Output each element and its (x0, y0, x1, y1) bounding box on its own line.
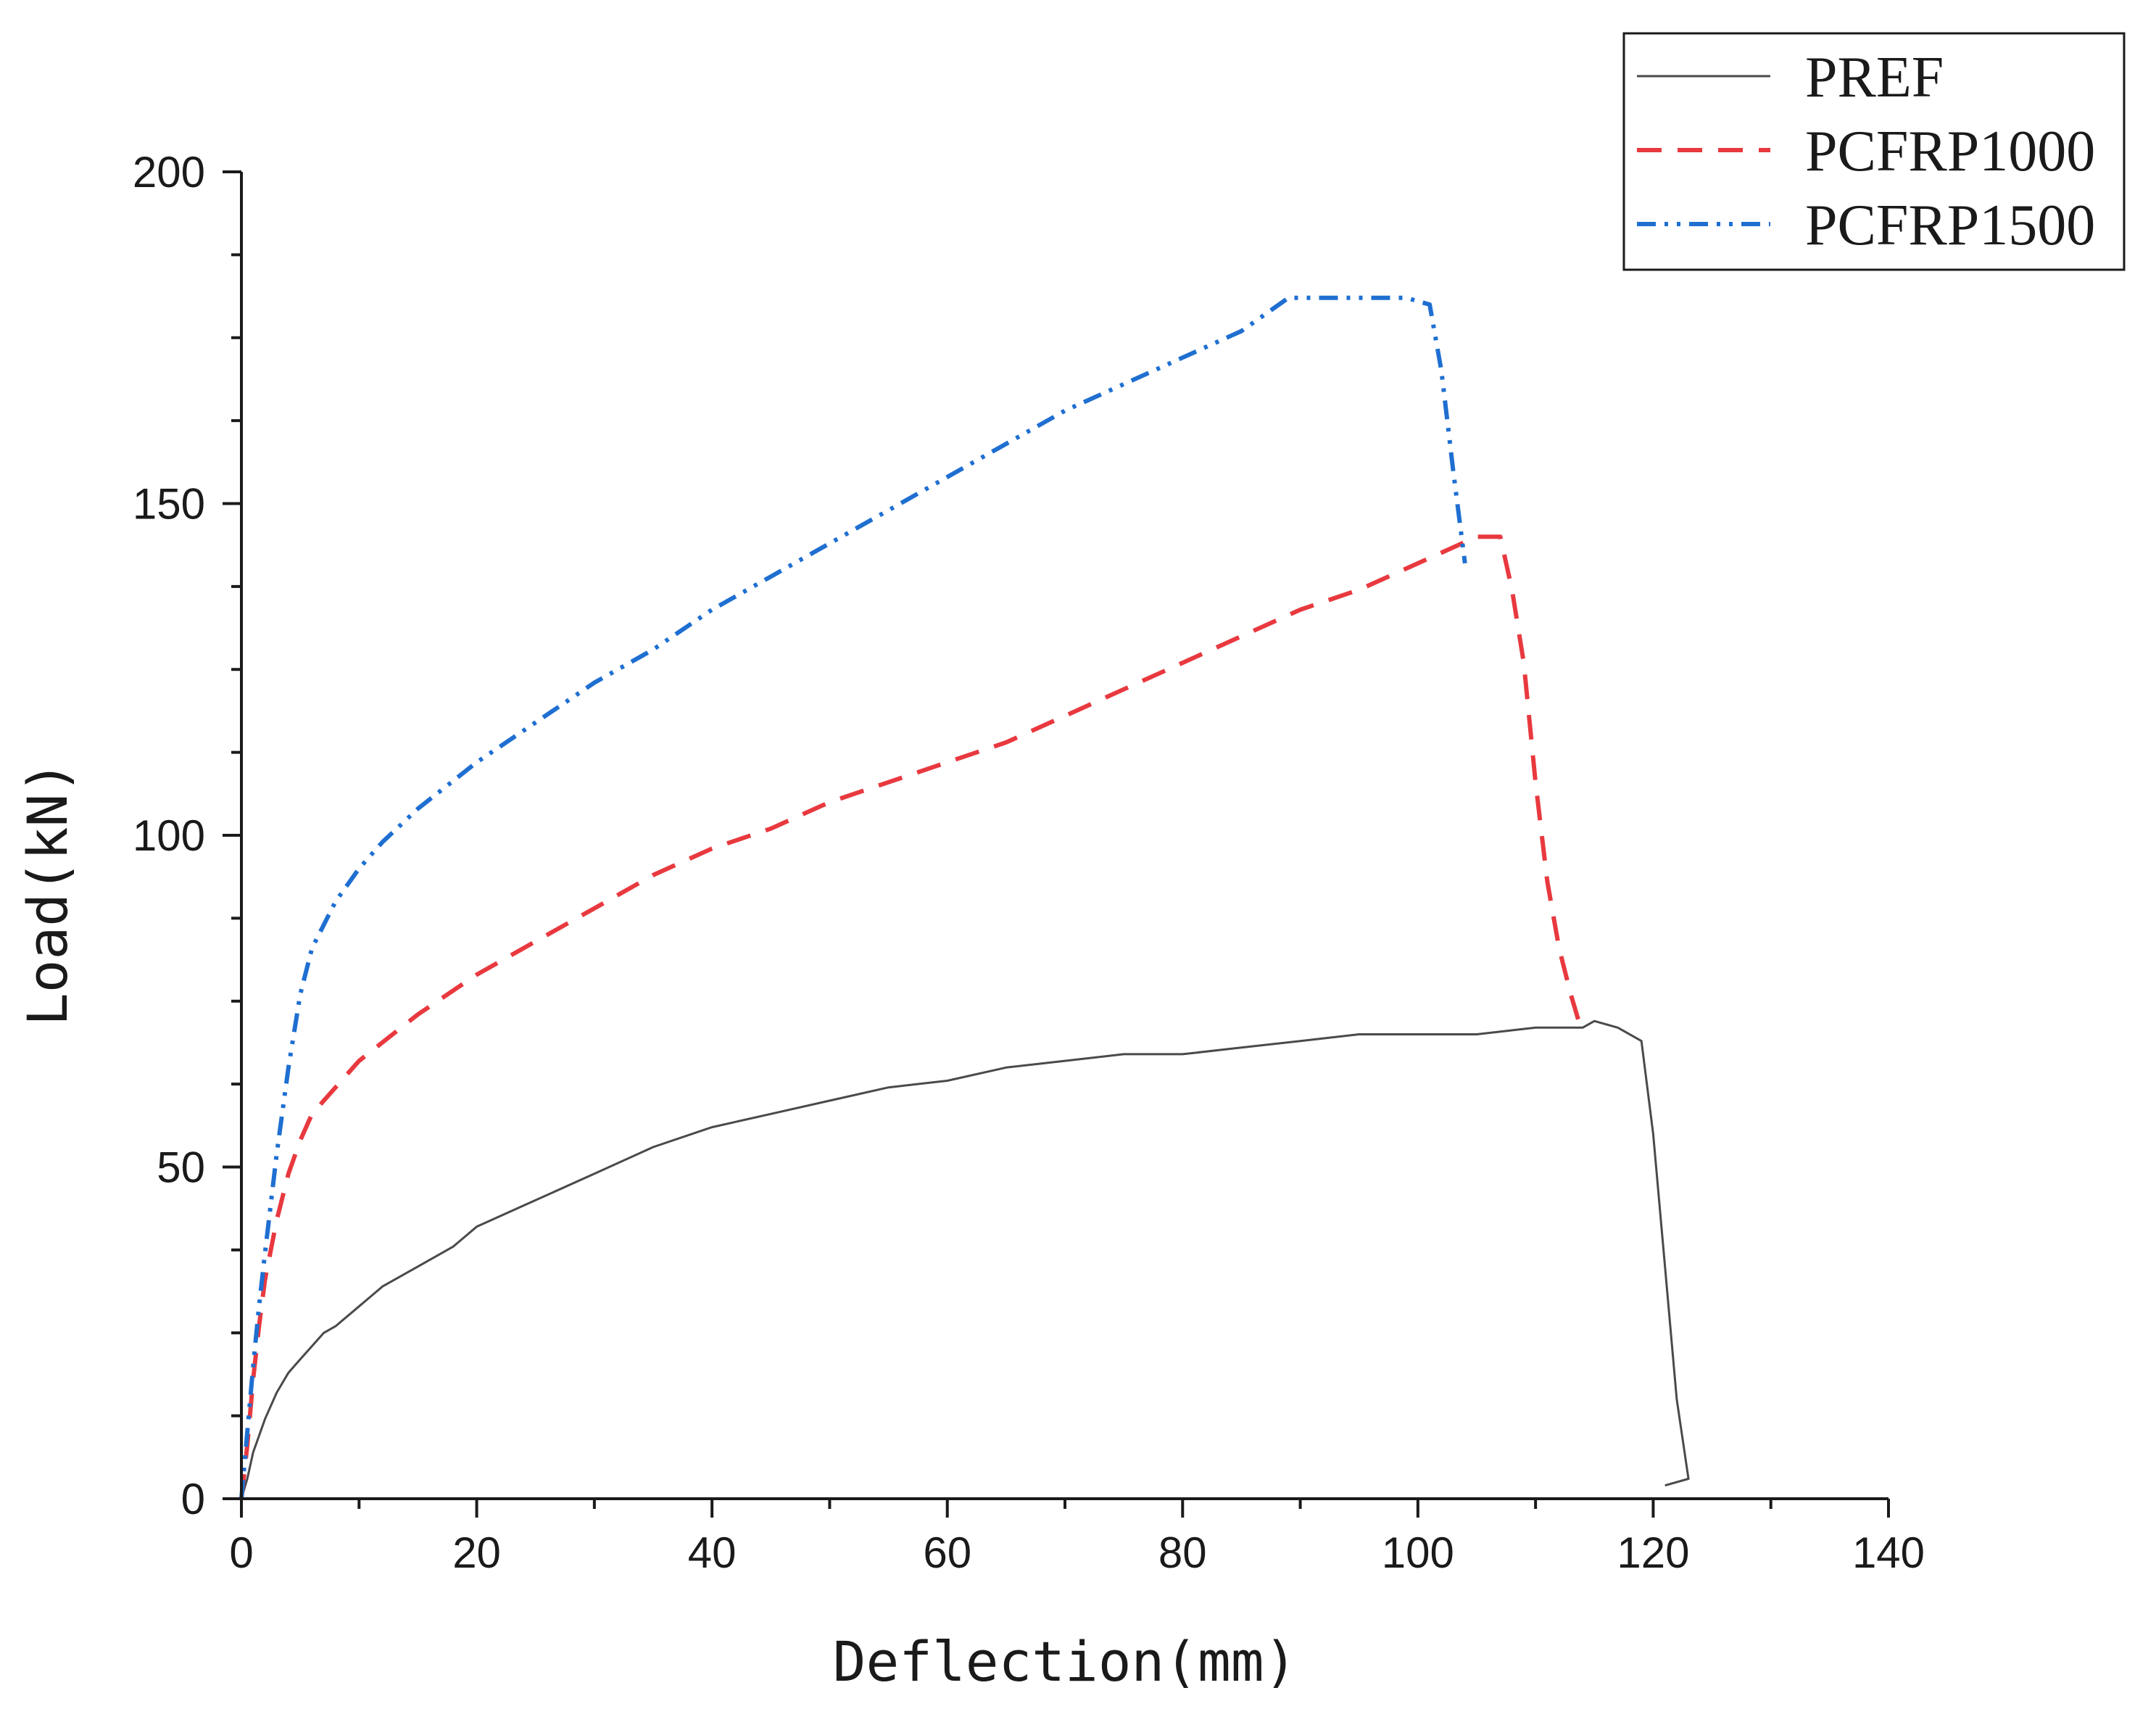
series-line-pref (240, 1019, 1690, 1499)
y-ticks-group: 0 50 100 150 200 (133, 148, 241, 1523)
x-tick-label: 40 (688, 1528, 737, 1577)
legend-label-pref: PREF (1805, 46, 1944, 109)
legend-box (1622, 32, 2126, 271)
x-tick-label: 60 (923, 1528, 971, 1577)
y-tick-label: 0 (181, 1475, 205, 1523)
series-group (239, 295, 1690, 1499)
y-axis-title: Load(kN) (15, 761, 80, 1026)
x-tick-label: 0 (229, 1528, 253, 1577)
legend: PREF PCFRP1000 PCFRP1500 (1622, 32, 2126, 271)
y-tick-label: 150 (133, 480, 205, 529)
y-tick-label: 50 (157, 1143, 205, 1192)
series-line-pcfrp1500 (239, 295, 1467, 1499)
series-line-pcfrp1000 (239, 534, 1585, 1499)
x-axis-title: Deflection(mm) (833, 1629, 1298, 1694)
x-ticks-group: 0 20 40 60 80 100 120 140 (229, 1499, 1925, 1577)
legend-label-pcfrp1500: PCFRP1500 (1805, 194, 2095, 257)
x-tick-label: 140 (1852, 1528, 1925, 1577)
x-tick-label: 80 (1158, 1528, 1207, 1577)
x-tick-label: 20 (452, 1528, 501, 1577)
axes-group (240, 172, 1888, 1500)
y-tick-label: 200 (133, 148, 205, 196)
x-tick-label: 100 (1382, 1528, 1454, 1577)
x-tick-label: 120 (1617, 1528, 1689, 1577)
y-tick-label: 100 (133, 811, 205, 860)
legend-label-pcfrp1000: PCFRP1000 (1805, 120, 2095, 183)
